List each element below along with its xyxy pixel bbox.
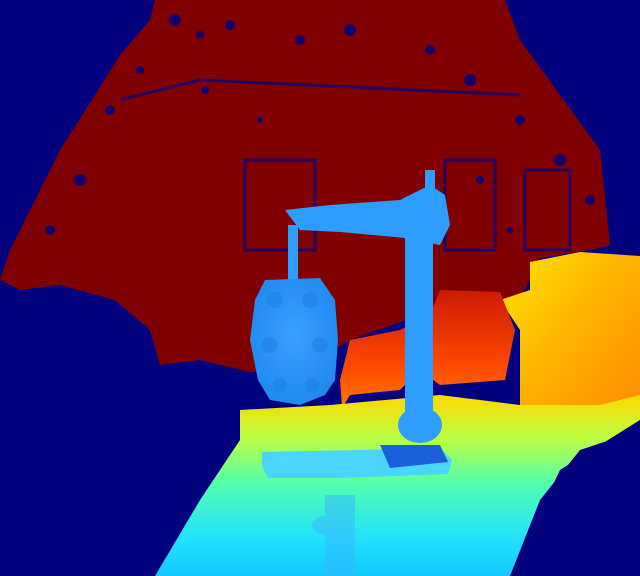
- padded-cylinder: [250, 278, 338, 405]
- invalid-foreground-right: [510, 430, 640, 576]
- invalid-foreground-left: [0, 290, 240, 576]
- floor-platform: [155, 395, 640, 576]
- floor-reflection: [312, 495, 355, 575]
- wall-speckle: [45, 14, 595, 235]
- right-table-block: [500, 252, 640, 425]
- machine-frame: [285, 170, 450, 443]
- wall-structure: [119, 78, 572, 252]
- cylinder-bumps: [262, 292, 328, 392]
- machine-base-shadow: [380, 445, 448, 468]
